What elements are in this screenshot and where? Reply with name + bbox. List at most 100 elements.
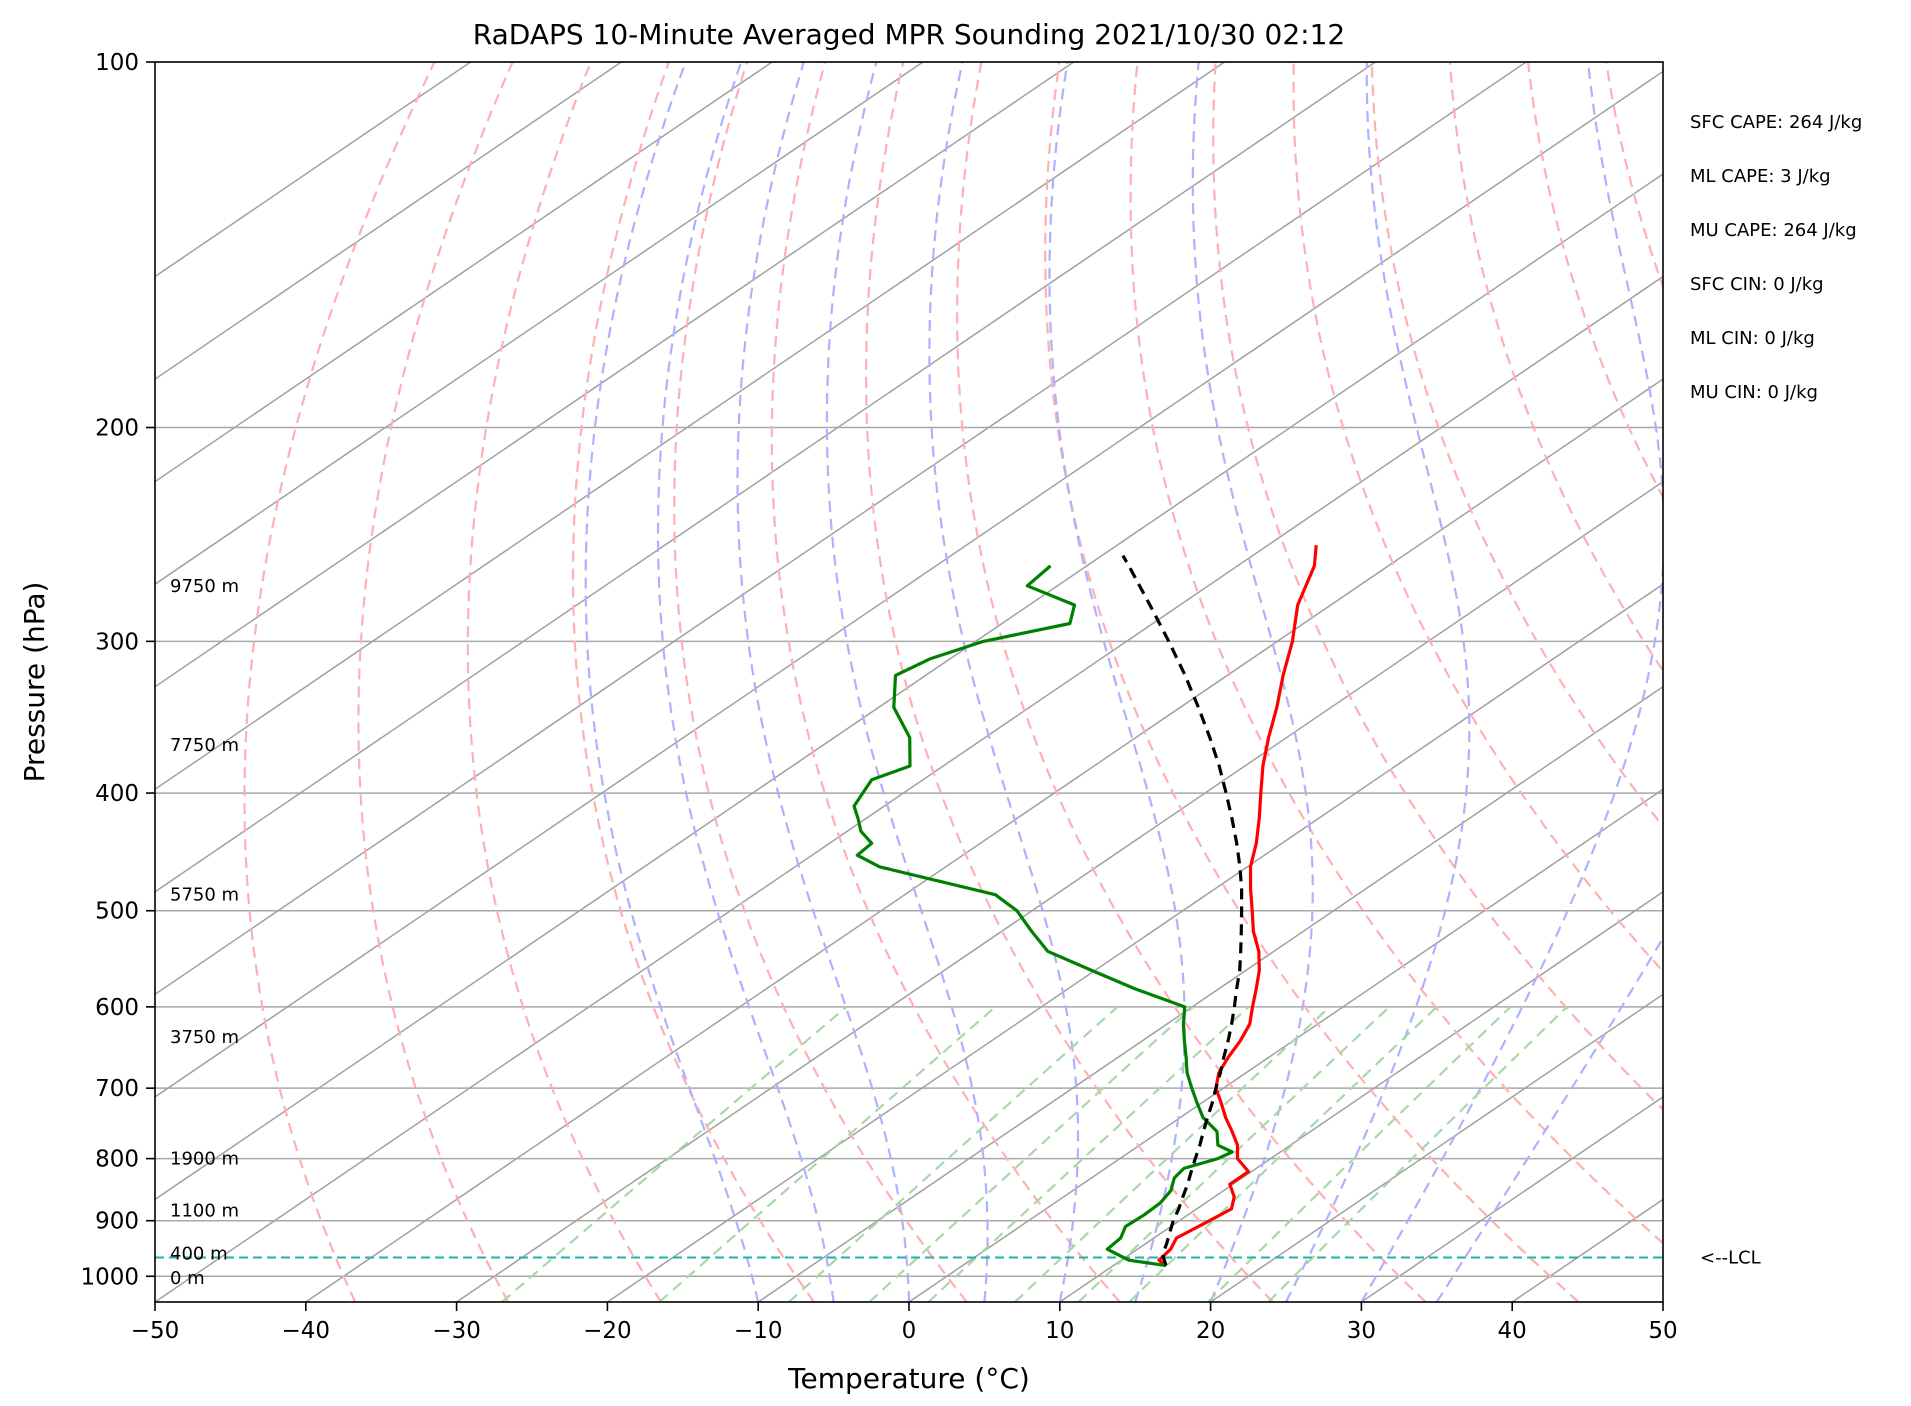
height-label: 400 m: [170, 1244, 228, 1265]
isotherm-line: [155, 62, 1527, 996]
dry-adiabat-line: [1448, 62, 1663, 673]
x-tick-label: −50: [131, 1318, 180, 1344]
x-tick-label: 50: [1648, 1318, 1677, 1344]
profile-series: [852, 545, 1318, 1268]
isotherm-line: [456, 480, 1663, 1302]
dewpoint-profile-line: [852, 564, 1234, 1268]
height-label: 0 m: [170, 1268, 205, 1289]
y-tick-label: 600: [95, 995, 139, 1021]
moist-adiabat-line: [825, 62, 989, 1302]
isotherm-line: [155, 173, 1663, 1201]
x-tick-label: 20: [1196, 1318, 1225, 1344]
y-tick-label: 200: [95, 416, 139, 442]
mixing-ratio-line: [501, 1006, 848, 1302]
moist-adiabat-line: [1285, 62, 1471, 1302]
y-tick-label: 1000: [80, 1264, 139, 1290]
isotherm-line: [1210, 993, 1663, 1302]
pressure-gridlines: [155, 62, 1663, 1278]
y-axis-label: Pressure (hPa): [18, 582, 51, 783]
isotherm-line: [155, 62, 924, 586]
stat-line: SFC CAPE: 264 J/kg: [1690, 112, 1862, 133]
chart-title: RaDAPS 10-Minute Averaged MPR Sounding 2…: [473, 18, 1345, 51]
x-tick-label: 30: [1347, 1318, 1376, 1344]
dry-adiabat-line: [1370, 62, 1663, 829]
dry-adiabat-line: [357, 62, 514, 1302]
x-tick-label: 0: [902, 1318, 917, 1344]
isotherm-line: [305, 378, 1663, 1302]
height-label: 1900 m: [170, 1149, 239, 1170]
x-tick-label: 40: [1498, 1318, 1527, 1344]
stat-line: ML CAPE: 3 J/kg: [1690, 166, 1831, 187]
dry-adiabat-lines: [243, 62, 1663, 1302]
height-label: 9750 m: [170, 576, 239, 597]
isotherm-line: [155, 70, 1663, 1098]
mixing-ratio-line: [1207, 1006, 1512, 1302]
x-tick-label: −30: [432, 1318, 481, 1344]
height-labels: 9750 m 7750 m 5750 m 3750 m 1900 m 1100 m 400 …: [170, 576, 239, 1289]
moist-adiabat-line: [1191, 62, 1314, 1302]
isotherm-line: [757, 685, 1663, 1302]
isotherm-line: [1059, 890, 1663, 1302]
dry-adiabat-line: [1212, 62, 1663, 1112]
stat-line: MU CIN: 0 J/kg: [1690, 382, 1818, 403]
y-tick-label: 700: [95, 1076, 139, 1102]
moist-adiabat-line: [656, 62, 835, 1302]
dry-adiabat-line: [1044, 62, 1580, 1302]
mixing-ratio-line: [868, 1006, 1194, 1302]
mixing-ratio-line: [927, 1006, 1250, 1302]
isotherm-line: [155, 62, 1225, 791]
height-label: 1100 m: [170, 1201, 239, 1222]
plot-area: 9750 m 7750 m 5750 m 3750 m 1900 m 1100 m 400 …: [155, 62, 1663, 1302]
y-tick-label: 100: [95, 50, 139, 76]
moist-adiabat-line: [584, 62, 760, 1302]
isotherm-line: [155, 62, 622, 381]
mixing-ratio-lines: [501, 1006, 1568, 1302]
moist-adiabat-line: [1048, 62, 1186, 1302]
y-tick-label: 300: [95, 629, 139, 655]
x-axis-ticks: −50 −40 −30 −20 −10 0 10 20 30 40 50: [131, 1302, 1678, 1344]
dry-adiabat-line: [243, 62, 436, 1302]
moist-adiabat-line: [1360, 62, 1663, 1302]
y-tick-label: 800: [95, 1147, 139, 1173]
x-tick-label: −20: [583, 1318, 632, 1344]
height-label: 7750 m: [170, 735, 239, 756]
isotherm-line: [908, 788, 1663, 1302]
dry-adiabat-line: [1129, 62, 1663, 1245]
isotherm-line: [606, 583, 1663, 1302]
x-tick-label: −40: [282, 1318, 331, 1344]
mixing-ratio-line: [788, 1006, 1119, 1302]
x-tick-label: 10: [1045, 1318, 1074, 1344]
lcl-label: <--LCL: [1700, 1248, 1761, 1269]
height-label: 5750 m: [170, 885, 239, 906]
dry-adiabat-line: [955, 62, 1427, 1302]
y-tick-label: 400: [95, 781, 139, 807]
mixing-ratio-line: [658, 1006, 997, 1302]
stat-line: SFC CIN: 0 J/kg: [1690, 274, 1824, 295]
stat-line: MU CAPE: 264 J/kg: [1690, 220, 1857, 241]
height-label: 3750 m: [170, 1027, 239, 1048]
mixing-ratio-line: [1267, 1006, 1568, 1302]
dry-adiabat-line: [466, 62, 662, 1302]
isotherm-line: [155, 275, 1663, 1302]
dry-adiabat-line: [1292, 62, 1663, 974]
dry-adiabat-line: [770, 62, 1121, 1302]
dry-adiabat-line: [1605, 62, 1663, 290]
x-tick-label: −10: [734, 1318, 783, 1344]
dry-adiabat-line: [673, 62, 968, 1302]
stat-line: ML CIN: 0 J/kg: [1690, 328, 1815, 349]
isotherm-lines: [155, 62, 1663, 1302]
x-axis-label: Temperature (°C): [787, 1362, 1030, 1395]
isotherm-line: [155, 62, 1075, 688]
isotherm-line: [155, 62, 471, 278]
moist-adiabat-lines: [584, 62, 1663, 1302]
dry-adiabat-line: [864, 62, 1274, 1302]
isotherm-line: [155, 62, 1376, 893]
y-axis-ticks: 100 200 300 400 500 600 700 800 900 1000: [80, 50, 155, 1290]
moist-adiabat-line: [736, 62, 911, 1302]
y-tick-label: 500: [95, 899, 139, 925]
parcel-profile-line: [1121, 554, 1244, 1267]
stats-panel: SFC CAPE: 264 J/kg ML CAPE: 3 J/kg MU CAPE…: [1690, 112, 1862, 403]
temperature-profile-line: [1157, 545, 1318, 1267]
